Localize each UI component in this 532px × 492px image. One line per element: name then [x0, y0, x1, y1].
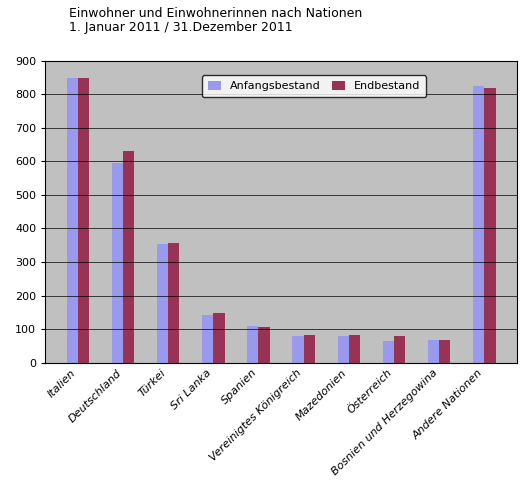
Bar — [439, 340, 451, 363]
Bar — [473, 86, 484, 363]
Bar — [293, 336, 304, 363]
Bar — [337, 336, 349, 363]
Legend: Anfangsbestand, Endbestand: Anfangsbestand, Endbestand — [202, 75, 426, 97]
Bar — [112, 163, 123, 363]
Bar — [78, 78, 89, 363]
Bar — [259, 327, 270, 363]
Bar — [428, 340, 439, 363]
Bar — [202, 315, 213, 363]
Bar — [304, 335, 315, 363]
Bar — [247, 326, 259, 363]
Bar — [157, 244, 168, 363]
Bar — [123, 152, 134, 363]
Bar — [383, 341, 394, 363]
Bar — [213, 313, 225, 363]
Text: Einwohner und Einwohnerinnen nach Nationen: Einwohner und Einwohnerinnen nach Nation… — [69, 7, 362, 20]
Bar — [66, 78, 78, 363]
Bar — [349, 335, 360, 363]
Bar — [168, 243, 179, 363]
Bar — [484, 89, 495, 363]
Text: 1. Januar 2011 / 31.Dezember 2011: 1. Januar 2011 / 31.Dezember 2011 — [69, 21, 293, 33]
Bar — [394, 336, 405, 363]
